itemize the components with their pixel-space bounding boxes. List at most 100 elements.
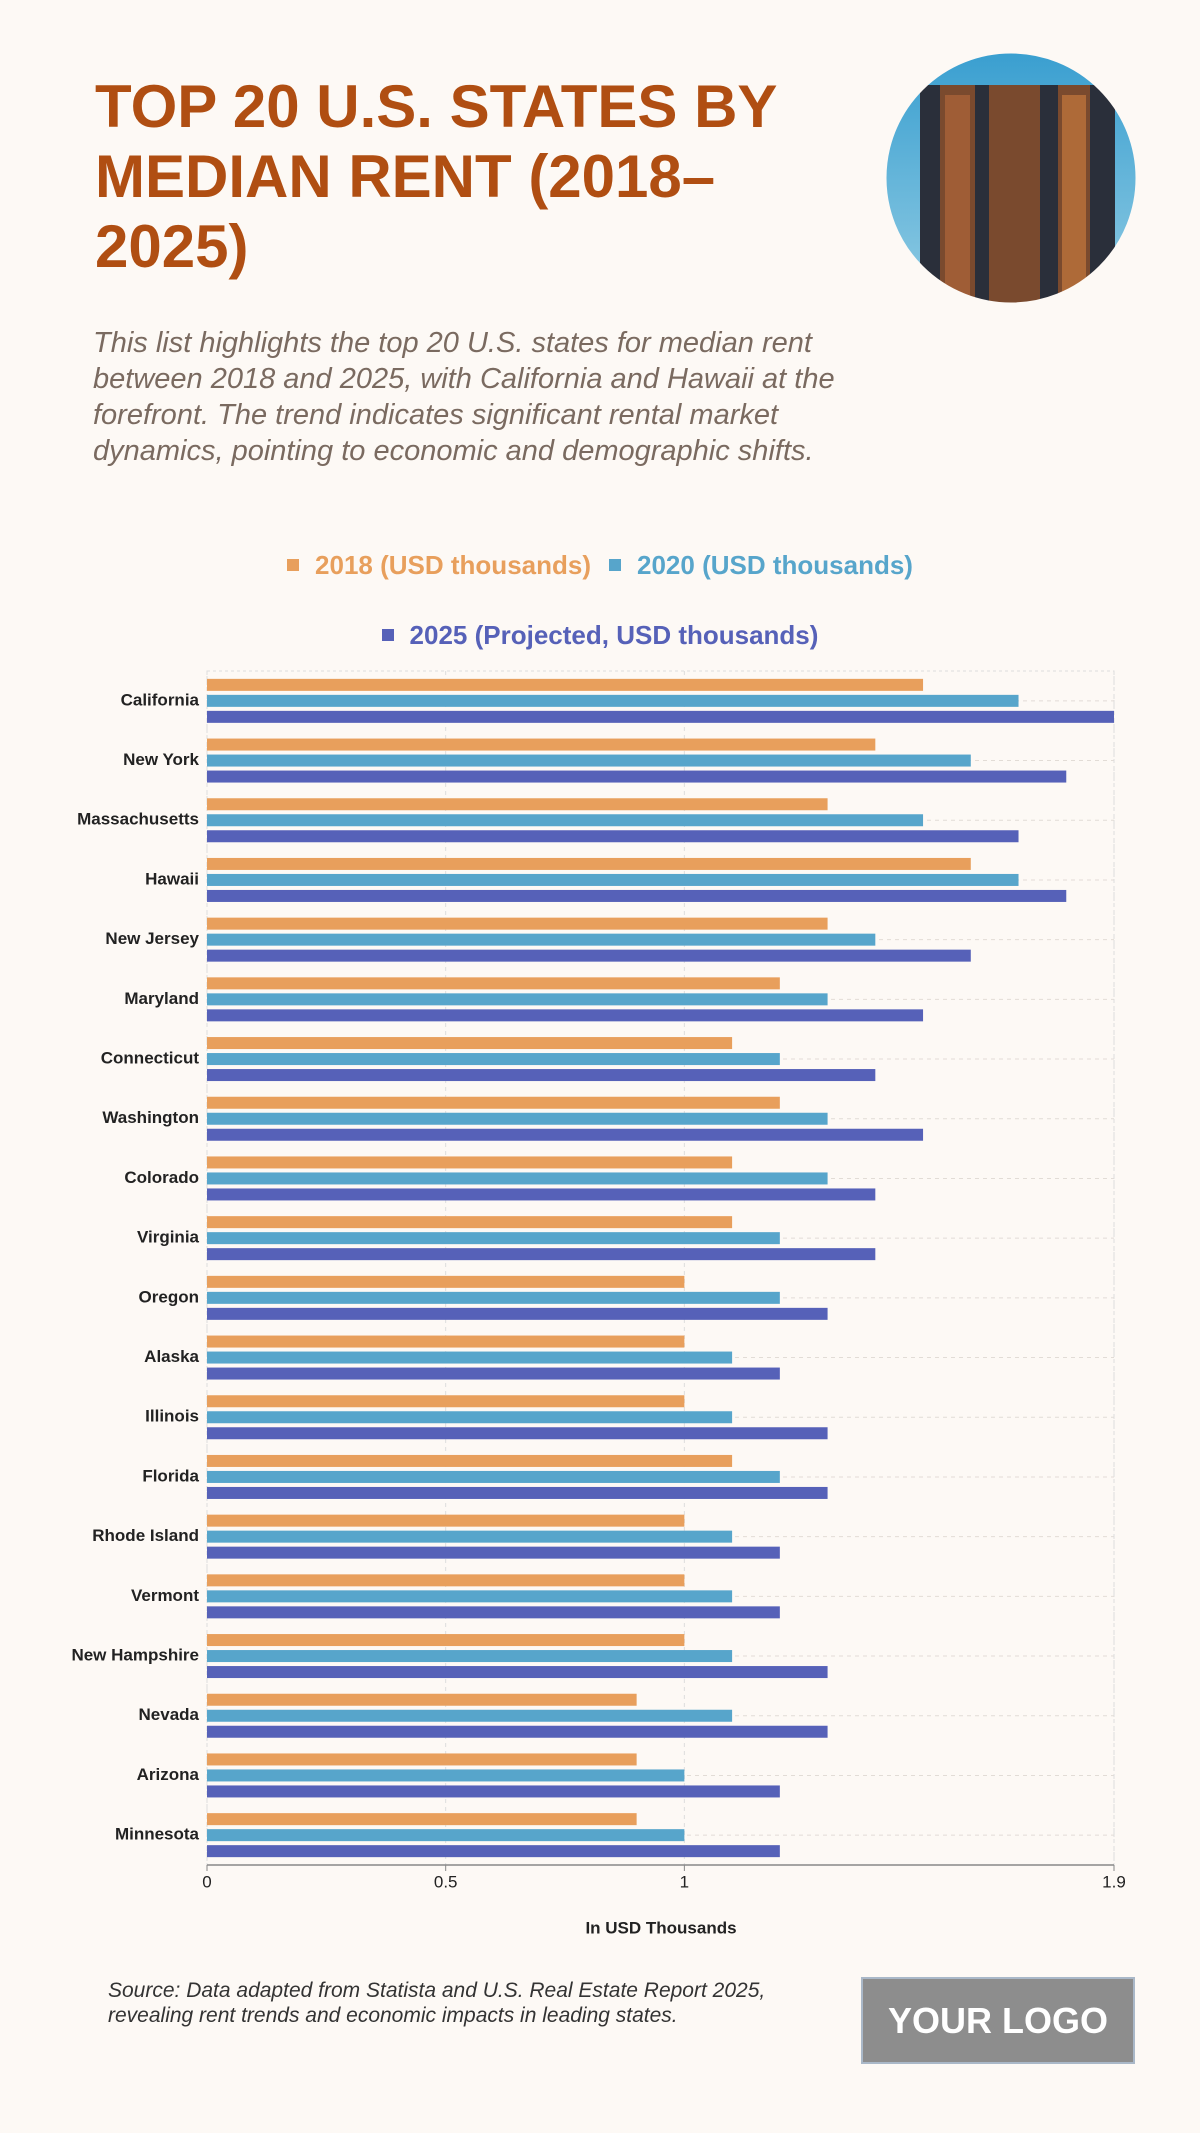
legend-label: 2020 (USD thousands) bbox=[637, 550, 913, 580]
y-tick-label: Washington bbox=[102, 1108, 199, 1127]
y-tick-label: New Jersey bbox=[105, 929, 199, 948]
y-tick-label: Illinois bbox=[145, 1407, 199, 1426]
bar bbox=[207, 1753, 637, 1766]
bar bbox=[207, 1248, 876, 1261]
bar bbox=[207, 1096, 780, 1109]
photo-frame bbox=[885, 52, 1137, 304]
bar bbox=[207, 1232, 780, 1245]
y-tick-label: Rhode Island bbox=[92, 1526, 199, 1545]
plot: 0 0.5 1 1.9 California New York Massachusetts H… bbox=[71, 670, 1126, 1891]
bar bbox=[207, 1845, 780, 1858]
bar bbox=[207, 1486, 828, 1499]
bar bbox=[207, 1650, 733, 1663]
y-tick-label: Vermont bbox=[131, 1586, 199, 1605]
bar bbox=[207, 1367, 780, 1380]
y-tick-label: Florida bbox=[142, 1466, 199, 1485]
bar bbox=[207, 678, 924, 691]
subtitle: This list highlights the top 20 U.S. sta… bbox=[93, 327, 835, 467]
legend-swatch bbox=[381, 629, 394, 641]
y-tick-label: Alaska bbox=[144, 1347, 199, 1366]
y-tick-label: Arizona bbox=[137, 1765, 200, 1784]
y-tick-label: Maryland bbox=[124, 989, 199, 1008]
legend: 2018 (USD thousands) 2020 (USD thousands)… bbox=[230, 548, 970, 652]
legend-swatch bbox=[287, 559, 300, 571]
y-tick-label: New Hampshire bbox=[71, 1646, 199, 1665]
y-tick-label: Massachusetts bbox=[77, 810, 199, 829]
bar bbox=[207, 1427, 828, 1440]
bar bbox=[207, 873, 1019, 886]
y-tick-label: Virginia bbox=[137, 1228, 200, 1247]
bar bbox=[207, 1813, 637, 1826]
bar bbox=[207, 694, 1019, 707]
bar bbox=[207, 857, 971, 870]
bar bbox=[207, 1395, 685, 1408]
bar bbox=[207, 1829, 685, 1842]
bar bbox=[207, 1112, 828, 1125]
bar bbox=[207, 1725, 828, 1738]
bar bbox=[207, 1574, 685, 1587]
legend-item: 2020 (USD thousands) bbox=[609, 548, 913, 582]
bar bbox=[207, 933, 876, 946]
bar bbox=[207, 1606, 780, 1619]
bar bbox=[207, 1009, 924, 1022]
bar bbox=[207, 754, 971, 767]
bar bbox=[207, 1128, 924, 1141]
bar bbox=[207, 889, 1067, 902]
bar bbox=[207, 814, 924, 827]
y-tick-label: Colorado bbox=[124, 1168, 199, 1187]
bar bbox=[207, 1530, 733, 1543]
bar bbox=[207, 1634, 685, 1647]
bar bbox=[207, 798, 828, 811]
x-tick-label: 1 bbox=[680, 1872, 689, 1891]
bar bbox=[207, 1156, 733, 1169]
x-tick-label: 1.9 bbox=[1102, 1872, 1126, 1891]
bar bbox=[207, 1590, 733, 1603]
bar bbox=[207, 917, 828, 930]
bar bbox=[207, 1693, 637, 1706]
x-tick-label: 0 bbox=[202, 1872, 211, 1891]
bar bbox=[207, 1470, 780, 1483]
x-axis-label: In USD Thousands bbox=[585, 1918, 736, 1937]
y-tick-label: California bbox=[121, 690, 200, 709]
y-tick-label: Oregon bbox=[139, 1287, 199, 1306]
y-tick-label: Nevada bbox=[139, 1705, 200, 1724]
bar bbox=[207, 1351, 733, 1364]
bar bbox=[207, 1188, 876, 1201]
bar bbox=[207, 1307, 828, 1320]
bar bbox=[207, 830, 1019, 843]
legend-label: 2025 (Projected, USD thousands) bbox=[409, 620, 819, 650]
y-tick-label: New York bbox=[123, 750, 199, 769]
y-tick-label: Connecticut bbox=[101, 1049, 200, 1068]
bar bbox=[207, 1291, 780, 1304]
plot-frame bbox=[206, 670, 1115, 1866]
bar bbox=[207, 1666, 828, 1679]
bar bbox=[207, 1709, 733, 1722]
bar bbox=[207, 1546, 780, 1559]
title: TOP 20 U.S. STATES BY MEDIAN RENT (2018–… bbox=[95, 73, 777, 280]
bar bbox=[207, 993, 828, 1006]
bar bbox=[207, 1335, 685, 1348]
bar bbox=[207, 1275, 685, 1288]
bar bbox=[207, 1053, 780, 1066]
source: Source: Data adapted from Statista and U… bbox=[108, 1979, 766, 2027]
bar bbox=[207, 1172, 828, 1185]
legend-item: 2025 (Projected, USD thousands) bbox=[381, 618, 819, 652]
y-tick-label: Minnesota bbox=[115, 1825, 200, 1844]
legend-swatch bbox=[609, 559, 621, 571]
bar bbox=[207, 1069, 876, 1082]
bar bbox=[207, 977, 780, 990]
bar bbox=[207, 1411, 733, 1424]
logo: YOUR LOGO bbox=[861, 1977, 1135, 2064]
bar bbox=[207, 1037, 733, 1050]
legend-label: 2018 (USD thousands) bbox=[315, 550, 591, 580]
bar bbox=[207, 710, 1114, 723]
bar bbox=[207, 738, 876, 751]
bar bbox=[207, 1769, 685, 1782]
bar bbox=[207, 1514, 685, 1527]
bar bbox=[207, 1454, 733, 1467]
bar bbox=[207, 770, 1067, 783]
x-tick-label: 0.5 bbox=[434, 1872, 458, 1891]
bar bbox=[207, 949, 971, 962]
